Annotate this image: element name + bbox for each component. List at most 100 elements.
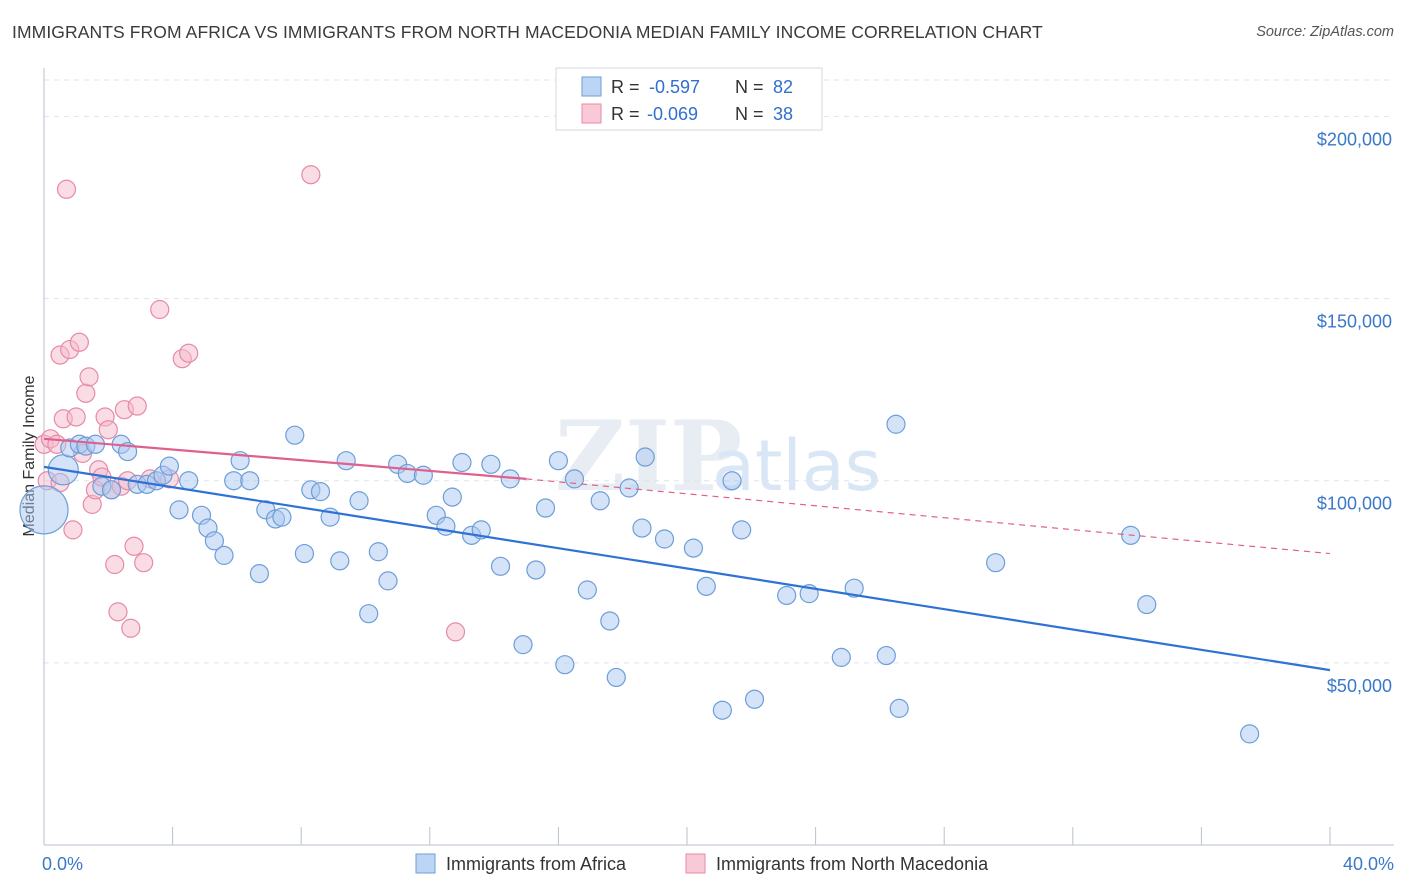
series-africa-points [19, 414, 1260, 744]
africa-point [590, 491, 610, 511]
africa-point [442, 487, 462, 507]
y-tick-label: $50,000 [1327, 676, 1392, 696]
legend-swatch-africa [581, 76, 602, 97]
macedonia-point [56, 179, 77, 199]
x-ticks [43, 827, 1331, 845]
africa-point [606, 667, 626, 688]
trend-macedonia [43, 437, 527, 480]
macedonia-point [66, 407, 86, 427]
legend-n-label-africa: N = [735, 77, 764, 97]
africa-point [844, 578, 864, 598]
africa-point [285, 425, 305, 445]
africa-point [564, 469, 585, 489]
y-tick-label: $200,000 [1317, 129, 1392, 149]
macedonia-point [301, 165, 321, 185]
macedonia-point [179, 343, 199, 363]
africa-point [886, 414, 906, 434]
africa-point [632, 518, 652, 538]
legend-r-value-macedonia: -0.069 [647, 104, 698, 124]
macedonia-point [98, 420, 118, 440]
africa-point [19, 485, 69, 535]
africa-point [555, 655, 575, 675]
africa-point [224, 471, 244, 491]
africa-point [240, 471, 260, 491]
macedonia-point [121, 618, 141, 638]
africa-point [683, 538, 704, 558]
africa-point [654, 529, 675, 549]
chart-title: IMMIGRANTS FROM AFRICA VS IMMIGRANTS FRO… [12, 22, 1043, 42]
africa-point [436, 516, 456, 536]
watermark-atlas: atlas [712, 425, 881, 507]
legend-n-value-macedonia: 38 [773, 104, 793, 124]
legend-n-value-africa: 82 [773, 77, 793, 97]
trend-macedonia-extended [526, 478, 1331, 555]
africa-point [1137, 594, 1157, 615]
axes [43, 68, 1394, 846]
africa-point [294, 543, 315, 564]
africa-point [378, 571, 398, 591]
africa-point [696, 576, 716, 596]
legend-r-label-macedonia: R = [611, 104, 640, 124]
africa-point [452, 452, 472, 473]
africa-point [526, 560, 546, 580]
x-tick-label-max: 40.0% [1343, 854, 1394, 874]
macedonia-point [79, 367, 99, 387]
africa-point [368, 542, 388, 562]
africa-point [204, 531, 224, 551]
legend-r-label-africa: R = [611, 77, 640, 97]
y-tick-labels: $50,000 $100,000 $150,000 $200,000 [1317, 129, 1392, 695]
gridlines [44, 79, 1394, 664]
africa-point [986, 553, 1006, 573]
macedonia-point [108, 602, 128, 622]
africa-point [336, 451, 356, 471]
y-tick-label: $150,000 [1317, 312, 1392, 332]
africa-point [272, 507, 292, 527]
africa-point [535, 498, 556, 518]
africa-point [876, 645, 896, 666]
africa-point [777, 585, 797, 606]
africa-point [359, 604, 379, 624]
legend-n-label-macedonia: N = [735, 104, 764, 124]
legend-r-value-africa: -0.597 [649, 77, 700, 97]
africa-point [481, 454, 501, 474]
africa-point [397, 463, 417, 484]
macedonia-point [69, 332, 89, 352]
africa-point [732, 520, 752, 540]
africa-point [744, 689, 765, 709]
africa-point [349, 491, 369, 511]
x-tick-label-min: 0.0% [42, 854, 83, 874]
africa-point [101, 480, 122, 500]
africa-point [310, 482, 331, 502]
africa-point [577, 580, 597, 600]
africa-point [889, 698, 909, 718]
africa-point [169, 500, 189, 520]
source-credit: Source: ZipAtlas.com [1256, 24, 1394, 40]
macedonia-point [150, 299, 170, 320]
africa-point [513, 635, 533, 655]
africa-point [214, 545, 234, 565]
macedonia-point [105, 554, 125, 575]
bottom-legend-label-macedonia: Immigrants from North Macedonia [716, 854, 989, 874]
macedonia-point [445, 622, 466, 642]
correlation-legend: R = -0.597 N = 82 R = -0.069 N = 38 [555, 67, 823, 131]
africa-point [1240, 724, 1260, 744]
trend-africa [43, 465, 1331, 672]
macedonia-point [127, 396, 147, 416]
series-legend: Immigrants from Africa Immigrants from N… [415, 853, 989, 874]
legend-swatch-macedonia [581, 103, 602, 124]
trend-lines [43, 437, 1331, 672]
macedonia-point [76, 383, 96, 403]
bottom-legend-swatch-macedonia [685, 853, 706, 874]
africa-point [712, 700, 732, 720]
macedonia-point [63, 520, 83, 540]
africa-point [330, 551, 350, 571]
bottom-legend-swatch-africa [415, 853, 436, 874]
africa-point [831, 647, 851, 667]
macedonia-point [134, 553, 154, 573]
africa-point [249, 564, 270, 584]
macedonia-point [124, 536, 144, 556]
africa-point [635, 447, 655, 467]
africa-point [600, 611, 620, 631]
africa-point [490, 556, 511, 576]
